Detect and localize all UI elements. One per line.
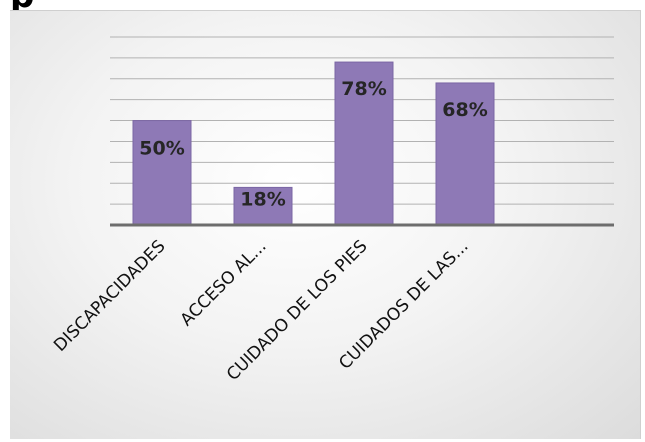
bar-1 [132, 120, 192, 226]
data-label: 50% [139, 138, 184, 160]
data-label: 68% [442, 99, 487, 121]
data-label: 78% [341, 78, 386, 100]
bar-2 [233, 186, 293, 226]
x-tick-label: DISCAPACIDADES [50, 236, 169, 355]
data-label: 18% [240, 188, 285, 210]
x-tick-label: ACCESO AL... [177, 236, 271, 330]
